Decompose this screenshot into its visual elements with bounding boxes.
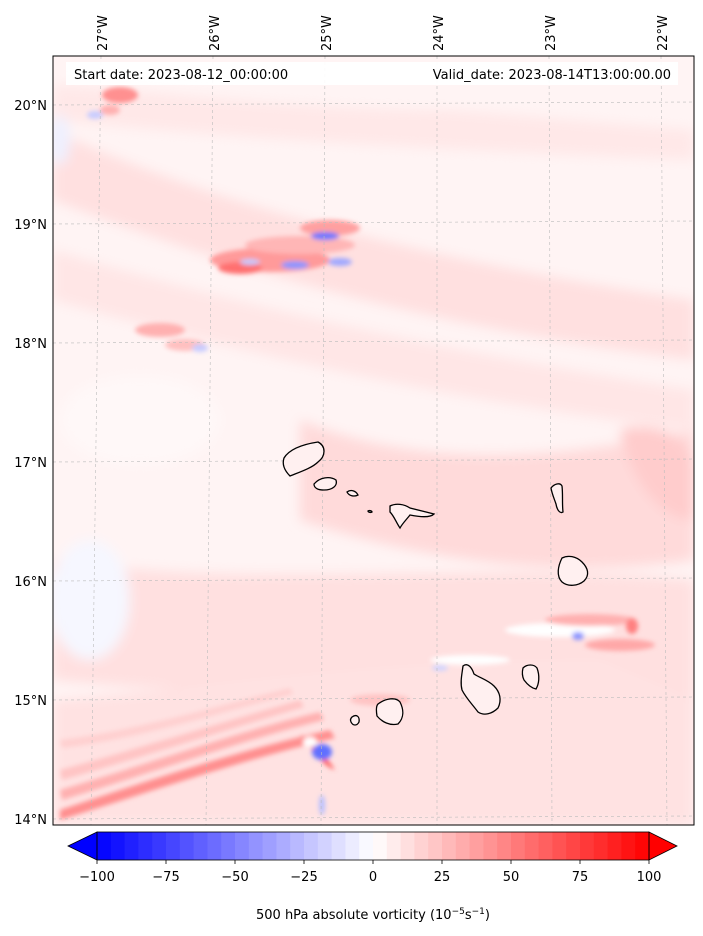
island-santiago <box>460 664 501 715</box>
map-panel: Start date: 2023-08-12_00:00:00 Valid_da… <box>14 15 695 828</box>
island-santo-antao <box>282 441 325 477</box>
colorbar-ticks: −100 −75 −50 −25 0 25 50 75 100 <box>79 860 661 885</box>
colorbar-segment <box>152 832 167 860</box>
colorbar-segment <box>552 832 567 860</box>
colorbar-extend-low <box>67 831 98 861</box>
lon-label: 27°W <box>96 15 111 51</box>
lon-label: 26°W <box>208 15 223 51</box>
colorbar-segment <box>483 832 498 860</box>
lat-label: 20°N <box>14 99 47 114</box>
island-sal <box>550 483 564 514</box>
lon-label: 25°W <box>320 15 335 51</box>
colorbar-segment <box>138 832 153 860</box>
colorbar-segment <box>124 832 139 860</box>
colorbar-tick-label: 50 <box>503 870 520 885</box>
colorbar-tick-label: 100 <box>637 870 662 885</box>
lon-label: 23°W <box>544 15 559 51</box>
lat-label: 14°N <box>14 813 47 828</box>
colorbar-segment <box>414 832 429 860</box>
colorbar-tick-label: 0 <box>369 870 377 885</box>
colorbar-segment <box>179 832 195 860</box>
colorbar-tick-label: 75 <box>572 870 589 885</box>
colorbar-segment <box>607 832 622 860</box>
colorbar: −100 −75 −50 −25 0 25 50 75 100 500 hPa absolute… <box>67 831 678 923</box>
colorbar-segments <box>97 832 650 860</box>
colorbar-segment <box>580 832 595 860</box>
colorbar-segment <box>207 832 222 860</box>
colorbar-segment <box>262 832 277 860</box>
colorbar-segment <box>386 832 402 860</box>
colorbar-segment <box>497 832 512 860</box>
longitude-labels: 27°W 26°W 25°W 24°W 23°W 22°W <box>96 15 671 51</box>
colorbar-segment <box>110 832 126 860</box>
island-sao-nicolau <box>389 503 436 530</box>
colorbar-tick-label: −75 <box>152 870 179 885</box>
latitude-labels: 20°N 19°N 18°N 17°N 16°N 15°N 14°N <box>14 99 47 828</box>
colorbar-tick-label: 25 <box>434 870 451 885</box>
valid-date-label: Valid_date: 2023-08-14T13:00:00.00 <box>433 68 671 83</box>
colorbar-segment <box>166 832 181 860</box>
colorbar-segment <box>304 832 319 860</box>
island-outlines <box>282 441 589 726</box>
island-branco <box>367 509 373 514</box>
colorbar-segment <box>635 832 650 860</box>
island-sao-vicente <box>313 477 338 491</box>
lon-label: 24°W <box>432 15 447 51</box>
vorticity-field <box>53 56 694 825</box>
colorbar-segment <box>593 832 609 860</box>
island-brava <box>349 715 360 726</box>
colorbar-segment <box>566 832 581 860</box>
lat-label: 19°N <box>14 218 47 233</box>
colorbar-segment <box>193 832 208 860</box>
island-maio <box>521 664 540 690</box>
colorbar-segment <box>428 832 443 860</box>
lat-label: 15°N <box>14 694 47 709</box>
colorbar-title: 500 hPa absolute vorticity (10−5s−1) <box>256 907 490 923</box>
colorbar-segment <box>331 832 346 860</box>
start-date-label: Start date: 2023-08-12_00:00:00 <box>74 68 288 83</box>
colorbar-segment <box>359 832 374 860</box>
colorbar-segment <box>524 832 540 860</box>
colorbar-tick-label: −50 <box>221 870 248 885</box>
info-banner-background <box>66 62 678 85</box>
colorbar-segment <box>290 832 305 860</box>
colorbar-segment <box>469 832 484 860</box>
colorbar-segment <box>317 832 333 860</box>
lat-label: 18°N <box>14 337 47 352</box>
colorbar-segment <box>400 832 415 860</box>
colorbar-segment <box>455 832 471 860</box>
island-fogo <box>375 698 404 726</box>
colorbar-extend-high <box>648 831 678 861</box>
gridlines <box>53 56 694 825</box>
island-santa-luzia <box>346 489 359 497</box>
lat-label: 16°N <box>14 575 47 590</box>
colorbar-segment <box>221 832 236 860</box>
island-boa-vista <box>557 555 589 586</box>
map-frame <box>52 55 695 826</box>
colorbar-segment <box>511 832 526 860</box>
colorbar-segment <box>538 832 553 860</box>
lon-label: 22°W <box>656 15 671 51</box>
colorbar-segment <box>621 832 636 860</box>
colorbar-segment <box>345 832 360 860</box>
colorbar-segment <box>276 832 291 860</box>
colorbar-segment <box>442 832 457 860</box>
colorbar-segment <box>235 832 250 860</box>
colorbar-segment <box>97 832 112 860</box>
lat-label: 17°N <box>14 456 47 471</box>
colorbar-segment <box>373 832 388 860</box>
colorbar-tick-label: −25 <box>290 870 317 885</box>
colorbar-segment <box>248 832 264 860</box>
colorbar-tick-label: −100 <box>79 870 115 885</box>
